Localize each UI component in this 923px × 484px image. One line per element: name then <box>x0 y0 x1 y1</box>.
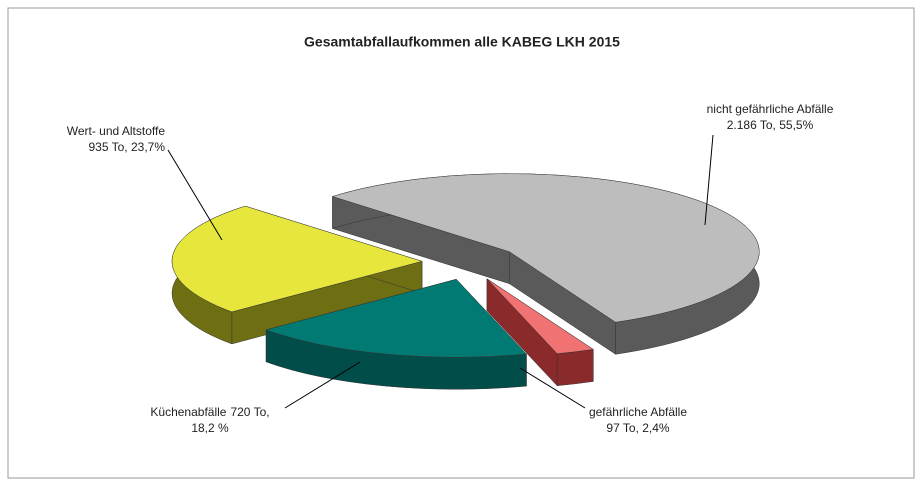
data-label: Wert- und Altstoffe 935 To, 23,7% <box>67 124 166 154</box>
value-label: 935 To, 23,7% <box>88 140 165 154</box>
leader-line <box>284 361 361 409</box>
leader-line <box>167 149 223 241</box>
slice <box>331 173 760 323</box>
leader-line <box>519 367 586 409</box>
value-label: 720 To, <box>230 405 269 419</box>
chart-title: Gesamtabfallaufkommen alle KABEG LKH 201… <box>304 34 620 50</box>
labels: nicht gefährliche Abfälle 2.186 To, 55,5%… <box>67 102 834 435</box>
pie <box>171 173 760 390</box>
category-label: Wert- und Altstoffe <box>67 124 166 138</box>
leader-line <box>704 134 714 226</box>
category-label: nicht gefährliche Abfälle <box>707 102 834 116</box>
value-label: 2.186 To, 55,5% <box>727 118 814 132</box>
data-label: nicht gefährliche Abfälle 2.186 To, 55,5% <box>707 102 834 132</box>
slice <box>486 278 594 354</box>
data-label: gefährliche Abfälle 97 To, 2,4% <box>589 405 687 435</box>
category-label: gefährliche Abfälle <box>589 405 687 419</box>
slice-side <box>556 349 594 386</box>
value-label: 18,2 % <box>191 421 229 435</box>
data-label: Küchenabfälle 720 To, 18,2 % <box>150 405 269 435</box>
value-label: 97 To, 2,4% <box>606 421 669 435</box>
slice <box>171 205 423 313</box>
slice <box>265 278 527 358</box>
category-label: Küchenabfälle <box>150 405 226 419</box>
